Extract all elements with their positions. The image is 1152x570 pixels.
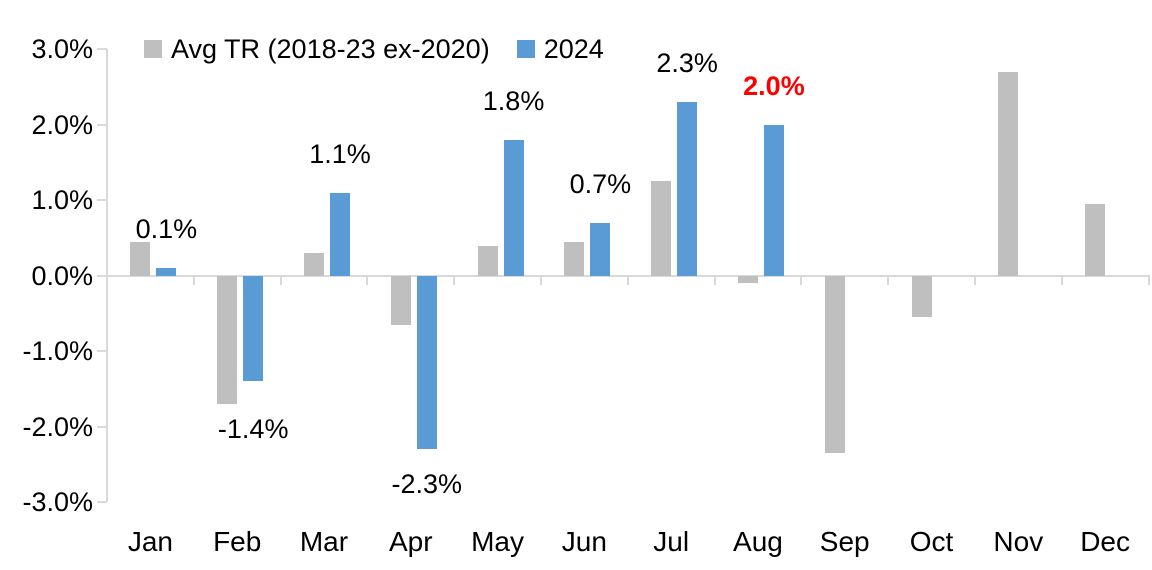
y-axis-tick — [97, 199, 107, 202]
bar-2024-feb — [243, 275, 264, 382]
y-axis-tick-label: 0.0% — [31, 260, 93, 291]
chart-legend: Avg TR (2018-23 ex-2020) 2024 — [144, 33, 604, 65]
y-axis-tick-label: -2.0% — [22, 411, 93, 442]
bar-avg-mar — [303, 253, 324, 276]
data-label-aug: 2.0% — [743, 70, 805, 101]
bar-2024-aug — [763, 124, 784, 276]
legend-swatch-avg-tr — [144, 40, 162, 58]
x-axis-tick — [192, 274, 195, 285]
y-axis-tick-label: 2.0% — [31, 109, 93, 140]
x-axis-tick — [539, 274, 542, 285]
data-label-feb: -1.4% — [217, 414, 289, 445]
bar-avg-dec — [1085, 203, 1106, 276]
bar-avg-jan — [130, 241, 151, 276]
bar-2024-jan — [156, 268, 177, 276]
x-axis-category-label: Sep — [819, 526, 870, 557]
y-axis-tick — [97, 123, 107, 126]
y-axis-tick — [97, 501, 107, 504]
bar-2024-may — [503, 139, 524, 276]
bar-2024-apr — [416, 275, 437, 450]
legend-swatch-2024 — [516, 40, 535, 58]
x-axis-tick — [973, 274, 976, 285]
y-axis-tick-label: -3.0% — [22, 487, 93, 518]
x-axis-category-label: May — [471, 526, 525, 557]
bar-avg-may — [477, 245, 498, 276]
legend-entry-2024: 2024 — [516, 33, 604, 65]
x-axis-category-label: Jun — [561, 526, 607, 557]
y-axis-tick — [97, 48, 107, 51]
data-label-jul: 2.3% — [656, 48, 718, 79]
bar-avg-nov — [998, 71, 1019, 276]
x-axis-category-label: Aug — [733, 526, 783, 557]
bar-2024-jul — [677, 102, 698, 276]
x-axis-tick — [1147, 274, 1150, 285]
bar-avg-jun — [564, 241, 585, 276]
x-axis-category-label: Apr — [388, 526, 433, 557]
bar-avg-oct — [911, 275, 932, 318]
y-axis-tick-label: 3.0% — [31, 34, 93, 65]
bar-avg-jul — [651, 181, 672, 276]
x-axis-category-label: Oct — [909, 526, 954, 557]
y-axis-tick — [97, 425, 107, 428]
x-axis-tick — [887, 274, 890, 285]
x-axis-category-label: Feb — [213, 526, 262, 557]
x-axis-tick — [800, 274, 803, 285]
x-axis-category-label: Jul — [653, 526, 690, 557]
bar-avg-apr — [390, 275, 411, 325]
x-axis-tick — [366, 274, 369, 285]
bar-avg-feb — [217, 275, 238, 405]
data-label-apr: -2.3% — [391, 469, 463, 500]
x-axis-tick — [106, 274, 108, 285]
bar-2024-mar — [329, 192, 350, 276]
legend-label-avg-tr: Avg TR (2018-23 ex-2020) — [171, 34, 490, 64]
x-axis-category-label: Mar — [299, 526, 349, 557]
y-axis-tick — [97, 350, 107, 353]
data-label-mar: 1.1% — [309, 138, 371, 169]
x-axis-tick — [1060, 274, 1063, 285]
y-axis-tick — [97, 274, 107, 277]
bar-2024-jun — [590, 222, 611, 276]
x-axis-tick — [713, 274, 716, 285]
x-axis-category-label: Jan — [127, 526, 173, 557]
bar-avg-sep — [824, 275, 845, 454]
legend-entry-avg-tr: Avg TR (2018-23 ex-2020) — [144, 33, 490, 65]
y-axis-tick-label: -1.0% — [22, 336, 93, 367]
data-label-may: 1.8% — [482, 85, 545, 116]
x-axis-tick — [626, 274, 629, 285]
data-label-jan: 0.1% — [135, 214, 198, 245]
x-axis-tick — [279, 274, 282, 285]
legend-label-2024: 2024 — [543, 34, 604, 64]
x-axis-tick — [453, 274, 456, 285]
x-axis-category-label: Dec — [1080, 526, 1130, 557]
y-axis-tick-label: 1.0% — [31, 185, 93, 216]
bar-avg-aug — [737, 275, 758, 284]
x-axis-category-label: Nov — [993, 526, 1044, 557]
data-label-jun: 0.7% — [569, 168, 632, 199]
